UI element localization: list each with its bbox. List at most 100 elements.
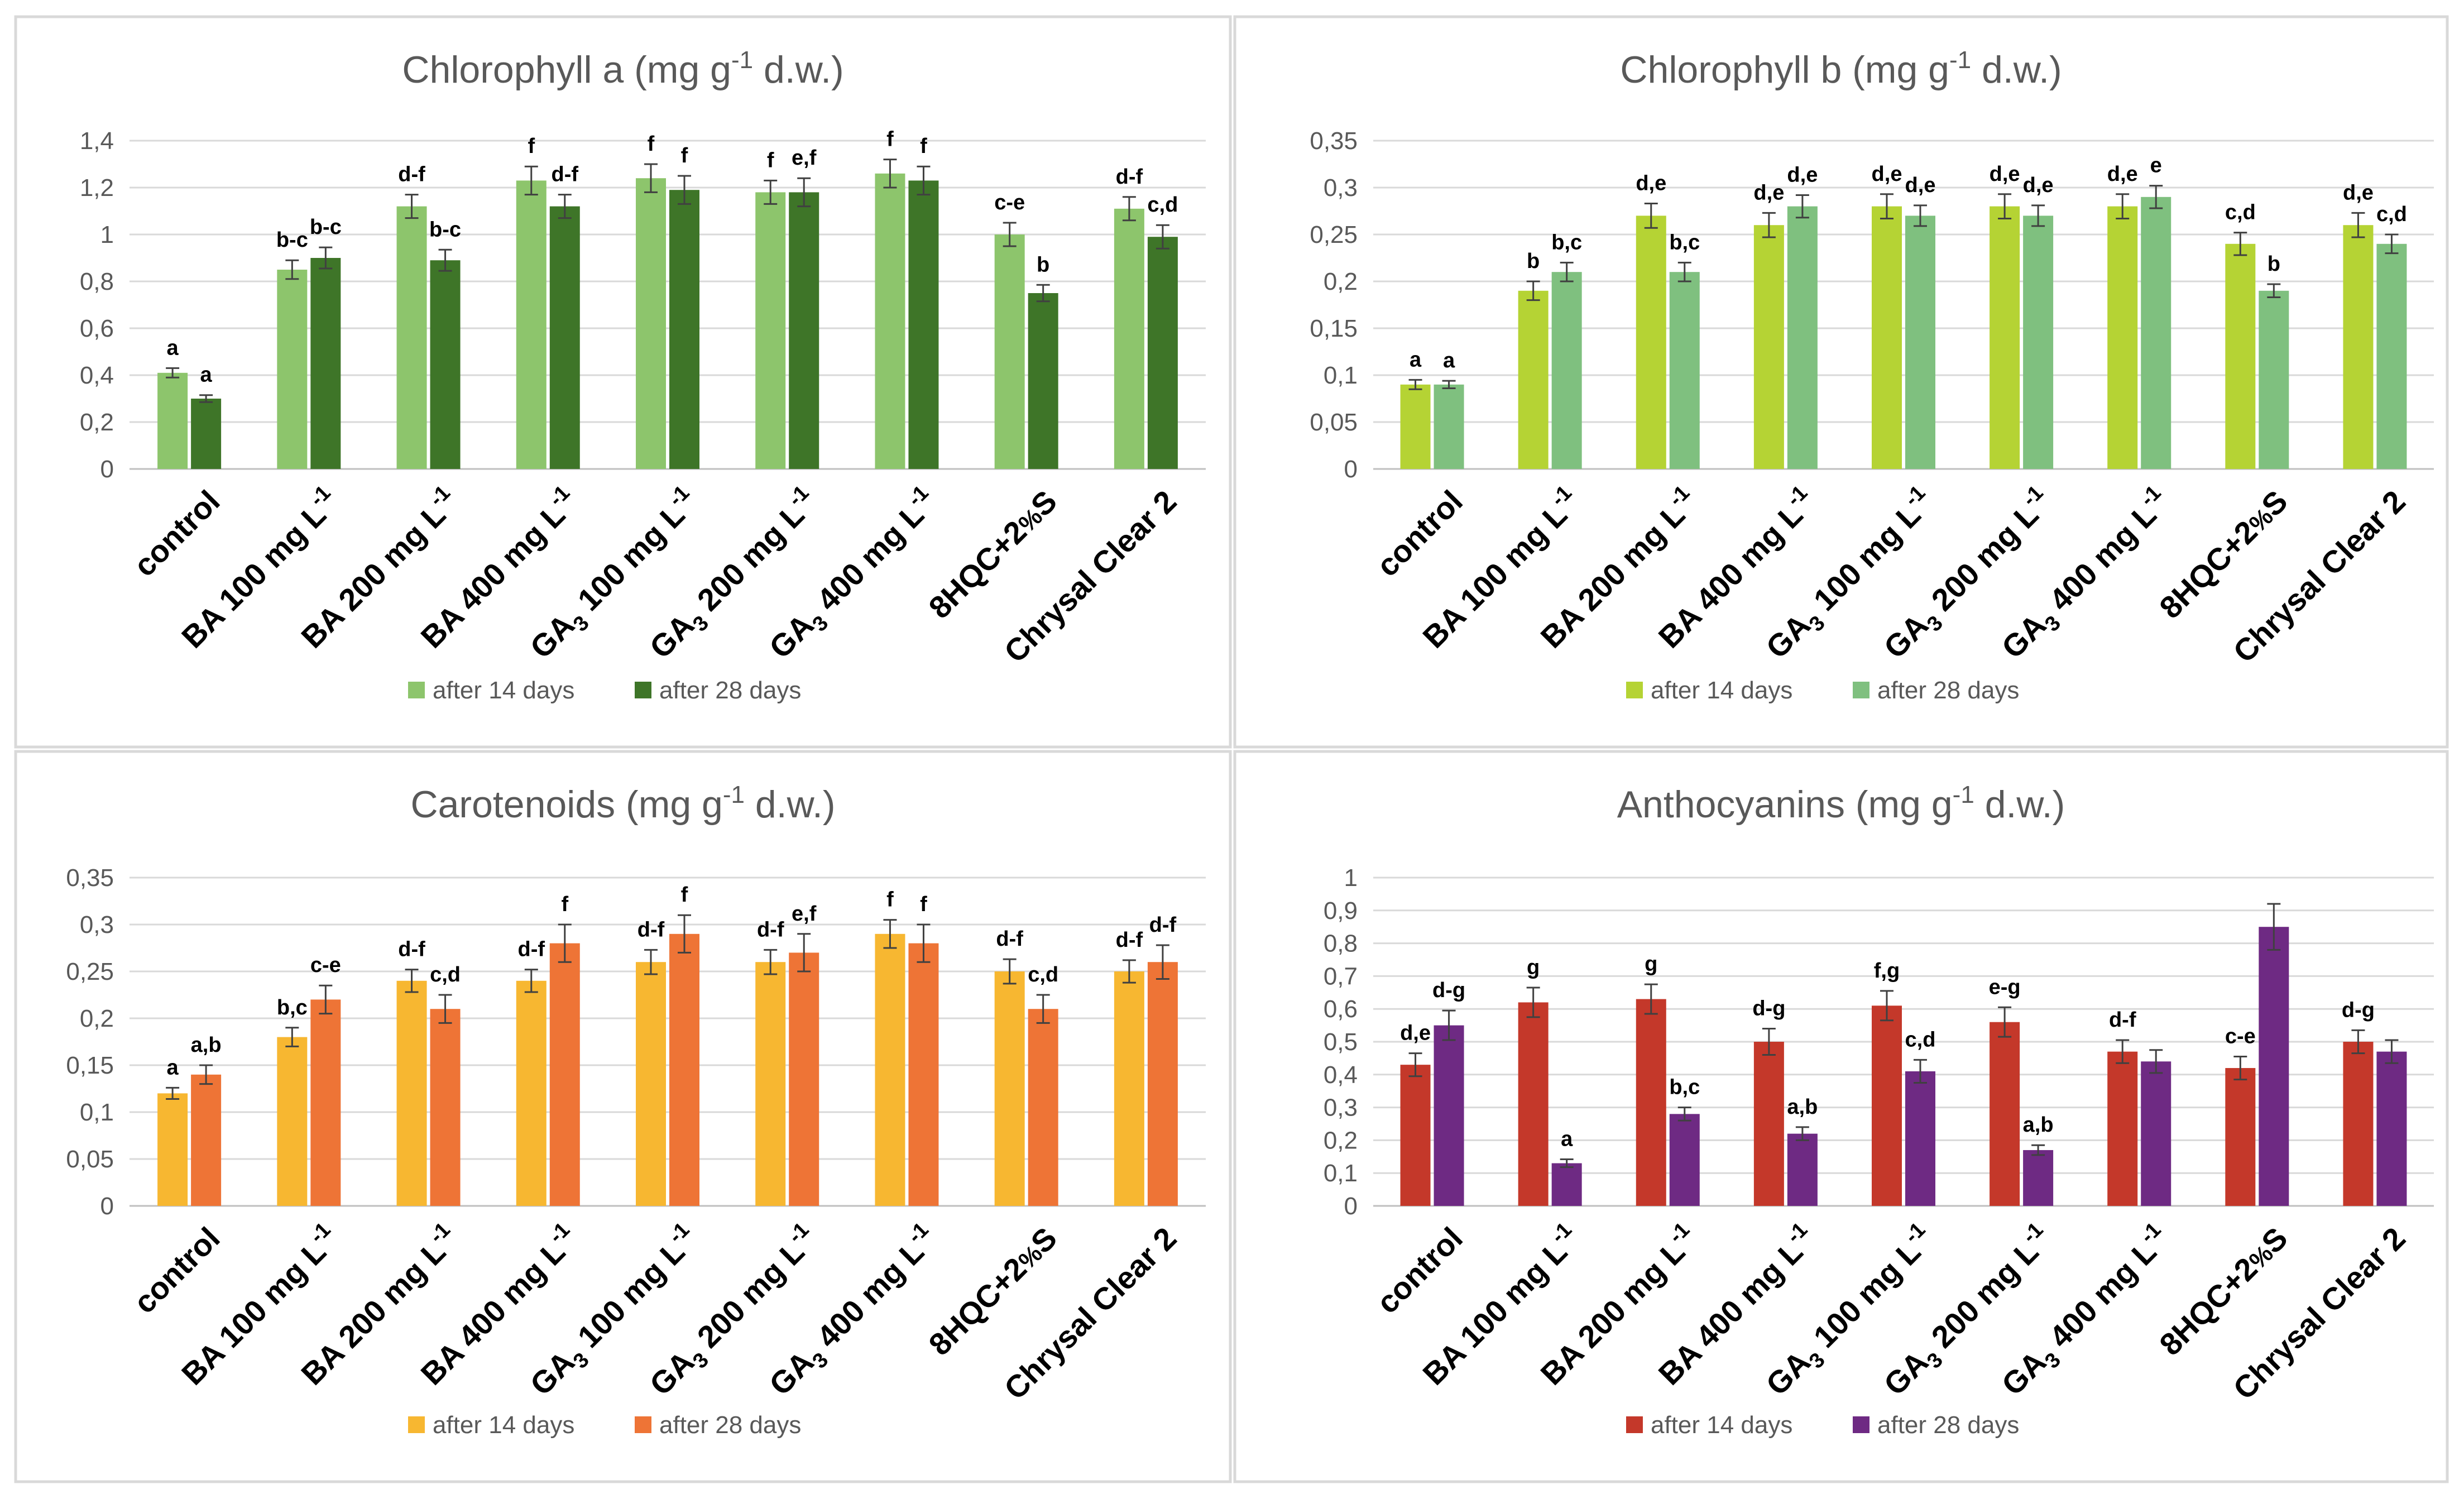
chlorophyll-a-significance-label: f [886,128,894,151]
chlorophyll-b-bar-s2-8 [2259,290,2289,469]
chlorophyll-b-significance-label: b [2268,252,2280,276]
carotenoids-bar-s2-7 [908,943,939,1206]
chlorophyll-b-bar-s1-2 [1518,290,1549,469]
anthocyanins-significance-label: a,b [2023,1113,2054,1137]
chlorophyll-a-significance-label: c,d [1147,193,1178,217]
anthocyanins-significance-label: d-f [2109,1008,2136,1032]
chlorophyll-a-legend-label-2: after 28 days [659,677,801,704]
chlorophyll-a-bar-s1-8 [994,234,1025,469]
chlorophyll-b-y-tick-label: 0,3 [1324,174,1358,202]
chlorophyll-a-significance-label: d-f [1116,165,1143,189]
anthocyanins-y-tick-label: 0,9 [1324,897,1358,925]
carotenoids-y-tick-label: 0,3 [80,911,114,938]
chlorophyll-b-legend-swatch-1 [1626,682,1643,698]
anthocyanins-y-tick-label: 0,6 [1324,995,1358,1023]
anthocyanins-significance-label: a,b [1787,1095,1818,1119]
chlorophyll-a-significance-label: a [200,363,213,387]
anthocyanins-bar-s2-5 [1905,1071,1935,1206]
anthocyanins-bar-s1-4 [1753,1042,1784,1206]
carotenoids-legend-swatch-1 [408,1416,425,1433]
chlorophyll-b-y-tick-label: 0,35 [1310,127,1358,155]
anthocyanins-bar-s2-7 [2141,1061,2171,1206]
carotenoids-bar-s1-6 [755,962,786,1206]
carotenoids-significance-label: a,b [191,1033,222,1057]
chlorophyll-a-significance-label: b [1037,253,1049,276]
carotenoids-bar-s2-3 [430,1009,461,1206]
chlorophyll-a-bar-s1-2 [277,270,308,469]
anthocyanins-y-tick-label: 0,7 [1324,962,1358,990]
chlorophyll-a-bar-s1-9 [1114,208,1144,469]
carotenoids-significance-label: d-f [1149,913,1177,937]
anthocyanins-bar-s1-8 [2225,1068,2256,1206]
anthocyanins-y-tick-label: 1 [1344,864,1358,892]
anthocyanins-significance-label: f,g [1874,959,1900,983]
anthocyanins-significance-label: d-g [1752,997,1785,1020]
anthocyanins-bar-s2-8 [2259,927,2289,1206]
carotenoids-bar-s2-8 [1028,1009,1058,1206]
anthocyanins-significance-label: g [1527,956,1540,979]
carotenoids-y-tick-label: 0,2 [80,1005,114,1032]
chlorophyll-a-bar-s2-1 [191,399,222,469]
chlorophyll-a-bar-s1-7 [875,173,905,469]
chlorophyll-a-bar-s1-3 [396,206,427,469]
chlorophyll-a-bar-s2-6 [789,192,819,469]
carotenoids-significance-label: e,f [792,902,817,926]
carotenoids-significance-label: d-f [1116,928,1143,952]
chlorophyll-b-bar-s1-6 [1990,206,2020,469]
chlorophyll-b-chart-title: Chlorophyll b (mg g-1 d.w.) [1620,46,2062,91]
chlorophyll-b-bar-s2-4 [1787,206,1818,469]
carotenoids-bar-s1-1 [157,1093,188,1206]
chlorophyll-a-y-tick-label: 1,2 [80,174,114,202]
chlorophyll-b-significance-label: d,e [2343,181,2374,204]
anthocyanins-bar-s1-6 [1990,1022,2020,1206]
chlorophyll-a-significance-label: f [920,135,927,158]
chlorophyll-a-bar-s1-6 [755,192,786,469]
chlorophyll-a-significance-label: f [681,144,688,167]
carotenoids-bar-s1-3 [396,980,427,1206]
anthocyanins-y-tick-label: 0,3 [1324,1094,1358,1122]
carotenoids-significance-label: d-f [637,918,665,941]
chlorophyll-b-legend-label-2: after 28 days [1877,677,2019,704]
chlorophyll-a-significance-label: d-f [552,163,579,186]
carotenoids-y-tick-label: 0,35 [66,864,114,892]
carotenoids-bar-s2-1 [191,1074,222,1206]
carotenoids-chart-title: Carotenoids (mg g-1 d.w.) [411,781,836,826]
anthocyanins-significance-label: c-e [2225,1024,2256,1048]
chlorophyll-b-significance-label: d,e [1753,181,1784,204]
chlorophyll-a-significance-label: b-c [310,215,342,239]
chlorophyll-a-bar-s1-4 [516,180,547,469]
chlorophyll-b-significance-label: d,e [1872,162,1902,186]
chlorophyll-a-y-tick-label: 0 [100,456,114,483]
anthocyanins-significance-label: d-g [2342,998,2375,1022]
chlorophyll-a-bar-s2-3 [430,260,461,469]
anthocyanins-significance-label: c,d [1905,1028,1936,1051]
anthocyanins-significance-label: e-g [1989,975,2021,999]
chlorophyll-a-panel-frame [14,15,1232,749]
carotenoids-significance-label: c,d [430,963,461,986]
anthocyanins-chart-title: Anthocyanins (mg g-1 d.w.) [1617,781,2065,826]
chart-carotenoids: Carotenoids (mg g-1 d.w.) 0 0,05 0,1 0,15 0,2… [14,750,1232,1483]
carotenoids-y-tick-label: 0 [100,1193,114,1220]
anthocyanins-legend-swatch-1 [1626,1416,1643,1433]
chlorophyll-b-significance-label: d,e [2107,162,2138,186]
chlorophyll-a-y-tick-label: 0,6 [80,315,114,342]
chart-chlorophyll-a: Chlorophyll a (mg g-1 d.w.) 0 0,2 0,4 0,6 0,8… [14,15,1232,749]
anthocyanins-bar-s2-1 [1434,1025,1464,1206]
carotenoids-bar-s2-2 [310,999,341,1206]
carotenoids-bar-s2-9 [1147,962,1178,1206]
carotenoids-legend-label-2: after 28 days [659,1411,801,1439]
chlorophyll-b-significance-label: b,c [1551,231,1582,254]
carotenoids-significance-label: f [561,893,568,916]
carotenoids-bar-s1-2 [277,1037,308,1206]
carotenoids-significance-label: d-f [996,927,1023,951]
chlorophyll-a-significance-label: b-c [276,228,308,252]
carotenoids-y-tick-label: 0,05 [66,1146,114,1173]
carotenoids-bar-s2-5 [669,933,699,1206]
chlorophyll-b-significance-label: b [1527,250,1540,273]
anthocyanins-legend-label-1: after 14 days [1651,1411,1792,1439]
chlorophyll-b-bar-s2-1 [1434,384,1464,469]
anthocyanins-significance-label: d-g [1432,979,1465,1002]
carotenoids-significance-label: b,c [277,996,308,1019]
